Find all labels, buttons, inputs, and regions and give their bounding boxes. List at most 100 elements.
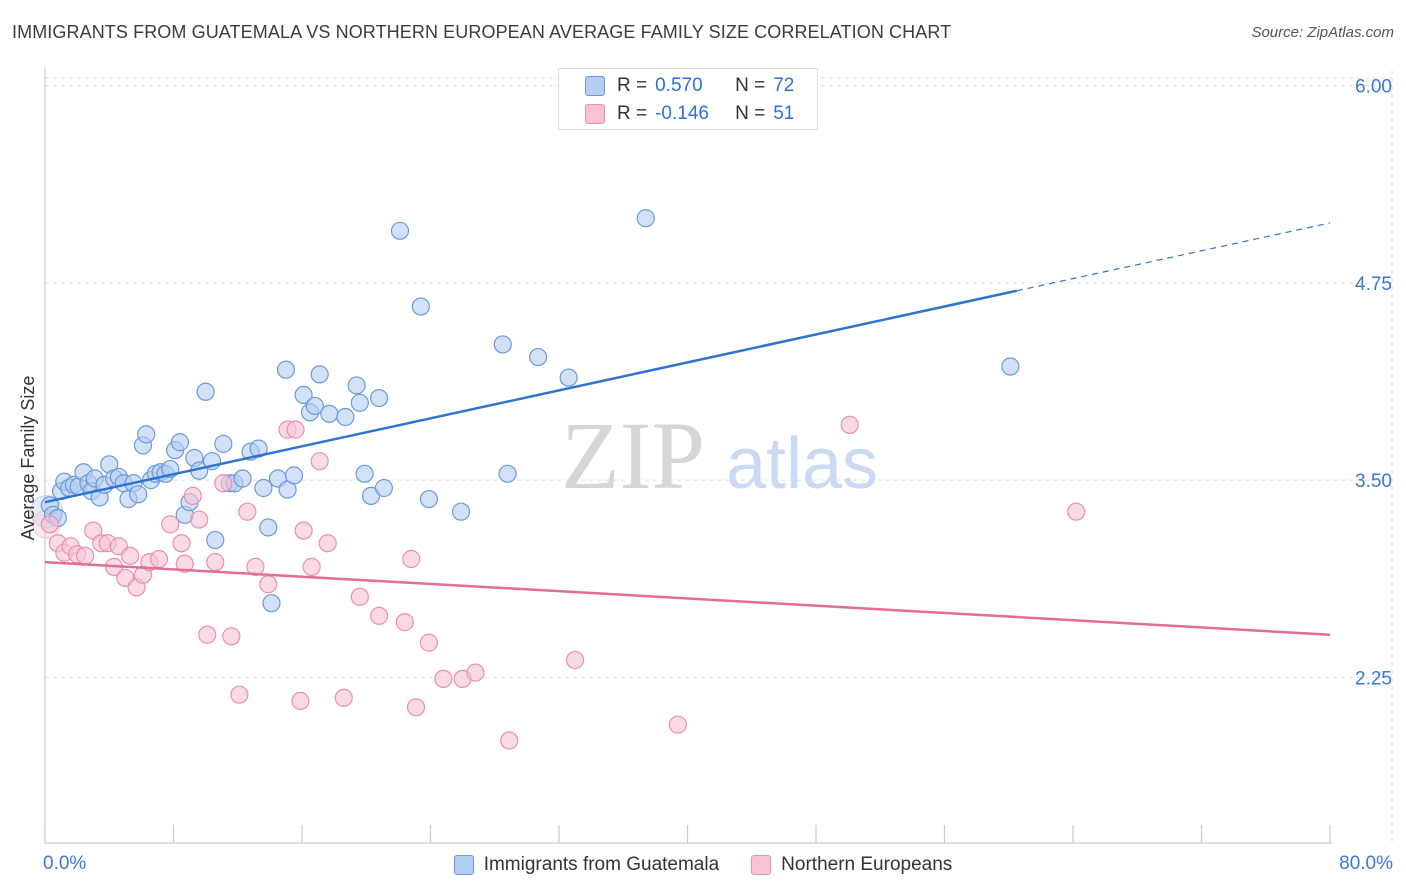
northern-european-point <box>840 415 859 434</box>
x-tick-label: 80.0% <box>1339 853 1393 874</box>
axes: 2.25 3.50 4.75 6.00 0.0% 80.0% <box>43 68 1393 874</box>
northern-european-point <box>230 685 249 704</box>
northern-european-point <box>302 557 321 576</box>
guatemala-point <box>249 439 268 458</box>
guatemala-point <box>294 385 313 405</box>
northern-european-point <box>466 663 485 682</box>
northern-european-point <box>76 546 95 565</box>
n-label: N = <box>735 103 766 124</box>
guatemala-point <box>137 425 156 444</box>
northern-european-point <box>406 698 426 717</box>
northern-european-point <box>310 452 329 471</box>
guatemala-point <box>390 221 410 240</box>
chart-title: IMMIGRANTS FROM GUATEMALA VS NORTHERN EU… <box>12 22 952 42</box>
northern-european-point <box>668 715 687 734</box>
guatemala-point <box>419 489 438 509</box>
northern-european-point <box>121 546 140 565</box>
northern-european-point <box>370 606 389 625</box>
y-tick-label: 4.75 <box>1355 274 1392 295</box>
guatemala-point <box>355 464 374 483</box>
guatemala-point <box>259 518 278 537</box>
guatemala-point <box>529 347 548 367</box>
stats-swatch-blue <box>585 76 605 96</box>
y-tick-label: 3.50 <box>1355 471 1392 492</box>
guatemala-point <box>370 388 389 408</box>
legend-label-guatemala: Immigrants from Guatemala <box>483 854 720 875</box>
northern-european-point <box>1067 502 1086 521</box>
northern-europeans-trendline <box>44 560 1331 636</box>
stats-row-northern-europeans: R = -0.146 N = 51 <box>585 101 794 127</box>
northern-european-point <box>500 731 519 750</box>
guatemala-point <box>170 433 190 452</box>
watermark: ZIP atlas <box>561 402 878 509</box>
r-value: -0.146 <box>655 103 709 124</box>
northern-european-point <box>402 549 421 569</box>
northern-european-point <box>294 521 313 540</box>
guatemala-point <box>347 376 366 395</box>
data-points <box>30 209 1086 750</box>
northern-european-point <box>172 534 191 553</box>
source-label: Source: ZipAtlas.com <box>1251 24 1394 41</box>
legend-item-guatemala[interactable]: Immigrants from Guatemala <box>453 854 720 876</box>
northern-european-point <box>291 691 310 711</box>
guatemala-point <box>493 335 512 354</box>
n-value: 72 <box>773 75 795 96</box>
guatemala-point <box>206 530 225 550</box>
guatemala-point <box>196 382 215 401</box>
northern-european-point <box>222 627 241 646</box>
guatemala-point <box>559 368 578 387</box>
guatemala-point <box>336 407 355 427</box>
guatemala-point <box>262 594 281 613</box>
northern-european-point <box>161 515 180 534</box>
y-tick-label: 6.00 <box>1355 77 1392 98</box>
legend-item-northern-europeans[interactable]: Northern Europeans <box>751 854 952 876</box>
legend-swatch-pink <box>751 855 772 875</box>
northern-european-point <box>434 669 453 689</box>
northern-european-point <box>318 534 337 553</box>
guatemala-point <box>233 469 252 488</box>
northern-european-point <box>149 549 169 569</box>
guatemala-point <box>214 434 233 453</box>
guatemala-point <box>276 360 296 379</box>
guatemala-point <box>374 478 394 498</box>
northern-european-point <box>206 553 225 572</box>
guatemala-point <box>129 485 148 504</box>
stats-row-guatemala: R = 0.570 N = 72 <box>585 73 794 99</box>
r-label: R = <box>617 103 648 124</box>
northern-european-point <box>198 625 217 644</box>
trendlines <box>44 222 1331 636</box>
northern-european-point <box>286 420 305 439</box>
guatemala-trendline <box>44 289 1018 504</box>
r-value: 0.570 <box>655 75 703 96</box>
legend-label-northern-europeans: Northern Europeans <box>781 854 953 875</box>
bottom-legend: Immigrants from Guatemala Northern Europ… <box>0 852 1406 878</box>
guatemala-point <box>636 209 655 228</box>
n-label: N = <box>735 75 766 96</box>
northern-european-point <box>238 502 257 521</box>
northern-european-point <box>246 557 265 576</box>
northern-european-point <box>350 587 369 606</box>
watermark-atlas: atlas <box>726 424 878 504</box>
y-tick-label: 2.25 <box>1355 668 1392 689</box>
guatemala-point <box>498 464 517 483</box>
guatemala-point <box>411 297 430 316</box>
n-value: 51 <box>773 103 795 124</box>
stats-swatch-pink <box>585 104 605 124</box>
northern-european-point <box>395 613 414 632</box>
r-label: R = <box>617 75 648 96</box>
x-tick-label: 0.0% <box>43 853 86 874</box>
guatemala-point <box>350 393 369 412</box>
northern-european-point <box>259 575 278 594</box>
northern-european-point <box>40 515 59 534</box>
northern-european-point <box>419 633 438 652</box>
northern-european-point <box>565 650 585 670</box>
guatemala-point <box>451 502 471 521</box>
guatemala-point <box>284 466 304 485</box>
guatemala-point <box>254 478 273 498</box>
northern-european-point <box>183 486 202 505</box>
y-axis-label: Average Family Size <box>18 376 38 541</box>
watermark-zip: ZIP <box>561 402 705 509</box>
northern-european-point <box>214 474 233 493</box>
guatemala-point <box>1001 357 1020 376</box>
